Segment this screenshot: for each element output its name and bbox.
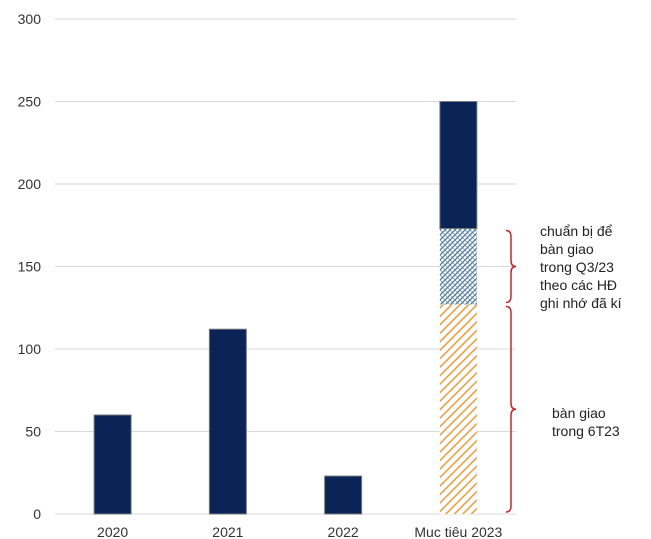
y-tick-label: 50 bbox=[25, 424, 41, 440]
annotation-line: chuẩn bị để bbox=[540, 223, 613, 239]
annotation-line: bàn giao bbox=[540, 241, 594, 257]
bar bbox=[439, 228, 477, 305]
y-tick-label: 150 bbox=[18, 259, 42, 275]
x-tick-label: 2021 bbox=[212, 524, 243, 539]
y-tick-label: 200 bbox=[18, 176, 42, 192]
bar bbox=[93, 414, 132, 515]
annotation-line: ghi nhớ đã kí bbox=[540, 295, 622, 311]
curly-brace bbox=[505, 305, 517, 513]
bar bbox=[324, 475, 363, 515]
x-tick-label: 2022 bbox=[328, 524, 359, 539]
annotation-6m-handover: bàn giao trong 6T23 bbox=[552, 404, 620, 440]
x-tick-label: 2020 bbox=[97, 524, 128, 539]
y-tick-label: 300 bbox=[18, 11, 42, 27]
annotation-line: theo các HĐ bbox=[540, 277, 618, 293]
curly-brace bbox=[505, 229, 517, 304]
annotation-q3-handover: chuẩn bị để bàn giao trong Q3/23 theo cá… bbox=[540, 222, 622, 312]
annotation-line: trong Q3/23 bbox=[540, 259, 614, 275]
y-tick-label: 0 bbox=[33, 506, 41, 522]
y-tick-label: 250 bbox=[18, 94, 42, 110]
bar bbox=[439, 304, 477, 514]
x-tick-label: Muc tiêu 2023 bbox=[414, 524, 502, 539]
bar bbox=[208, 328, 247, 515]
annotation-line: bàn giao bbox=[552, 405, 606, 421]
annotation-line: trong 6T23 bbox=[552, 423, 620, 439]
y-tick-label: 100 bbox=[18, 341, 42, 357]
bar bbox=[439, 101, 478, 230]
